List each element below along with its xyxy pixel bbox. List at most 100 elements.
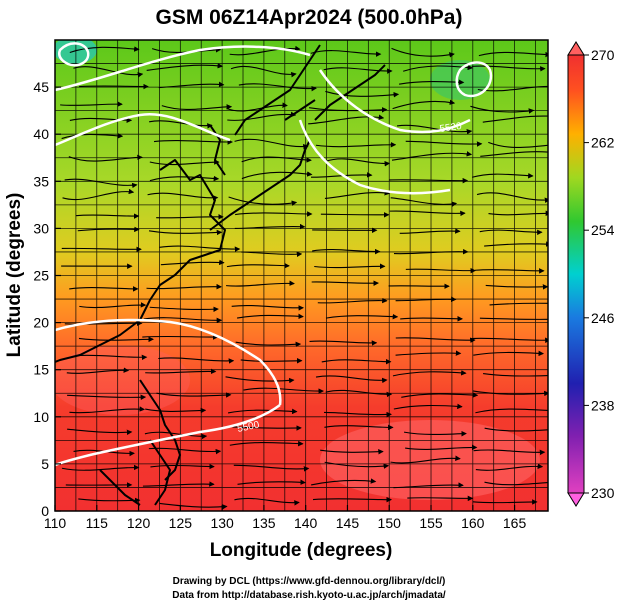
streamline bbox=[309, 107, 388, 113]
streamline bbox=[226, 280, 295, 287]
colorbar-ticks: 270 262 254 246 238 230 bbox=[584, 47, 615, 501]
streamline bbox=[226, 102, 288, 112]
streamline bbox=[311, 280, 379, 286]
streamline bbox=[311, 478, 377, 486]
streamline bbox=[321, 358, 392, 365]
streamline bbox=[482, 115, 548, 123]
streamline bbox=[230, 65, 297, 78]
streamline bbox=[480, 151, 548, 157]
streamline bbox=[146, 283, 222, 290]
streamline bbox=[78, 336, 154, 343]
streamline bbox=[61, 246, 142, 253]
streamline bbox=[325, 158, 391, 167]
streamline bbox=[476, 192, 548, 203]
streamline bbox=[389, 177, 469, 184]
streamline bbox=[401, 392, 479, 398]
streamline bbox=[471, 65, 546, 72]
streamline bbox=[325, 90, 400, 98]
streamline bbox=[393, 248, 469, 255]
streamline bbox=[148, 229, 223, 236]
streamline bbox=[484, 481, 548, 486]
streamline bbox=[156, 392, 232, 398]
colorbar-tick-label: 238 bbox=[591, 397, 615, 413]
streamline bbox=[240, 251, 303, 258]
streamline bbox=[243, 387, 325, 394]
x-tick-label: 135 bbox=[252, 515, 276, 531]
colorbar-tick-label: 270 bbox=[591, 47, 615, 63]
streamline bbox=[68, 154, 143, 162]
streamline bbox=[158, 81, 225, 89]
y-tick-label: 45 bbox=[33, 79, 49, 95]
x-tick-label: 165 bbox=[503, 515, 527, 531]
credit-drawing: Drawing by DCL (https://www.gfd-dennou.o… bbox=[173, 576, 446, 587]
streamline bbox=[314, 263, 386, 270]
streamline bbox=[400, 316, 463, 322]
streamline bbox=[149, 175, 220, 182]
streamline bbox=[403, 430, 467, 437]
streamline bbox=[233, 464, 310, 472]
streamline bbox=[62, 188, 135, 201]
streamline bbox=[473, 449, 546, 456]
streamline bbox=[391, 151, 473, 161]
colorbar-tick-label: 230 bbox=[591, 485, 615, 501]
streamline bbox=[320, 449, 384, 455]
streamline bbox=[227, 111, 297, 121]
streamline bbox=[390, 455, 461, 464]
streamline bbox=[485, 284, 548, 290]
streamline bbox=[77, 226, 140, 233]
streamline bbox=[390, 197, 458, 207]
streamline bbox=[142, 334, 219, 340]
streamline bbox=[60, 101, 123, 107]
colorbar-tick-label: 254 bbox=[591, 222, 615, 238]
streamline bbox=[78, 497, 141, 504]
streamline bbox=[73, 66, 144, 78]
streamline bbox=[75, 213, 140, 219]
streamline bbox=[475, 408, 548, 414]
streamline bbox=[399, 228, 461, 234]
streamline bbox=[471, 172, 534, 179]
streamline bbox=[479, 229, 543, 236]
streamline bbox=[160, 259, 225, 266]
streamline bbox=[325, 313, 399, 320]
streamline bbox=[234, 138, 309, 150]
streamline bbox=[64, 178, 138, 189]
streamline bbox=[405, 140, 483, 147]
streamline bbox=[75, 354, 148, 361]
streamline bbox=[144, 431, 208, 440]
streamline bbox=[389, 210, 466, 217]
streamline bbox=[395, 337, 476, 344]
streamline bbox=[69, 117, 133, 124]
streamline bbox=[229, 45, 301, 56]
grid-lines bbox=[55, 40, 548, 511]
colorbar: 270 262 254 246 238 230 bbox=[567, 41, 615, 507]
chart-title: GSM 06Z14Apr2024 (500.0hPa) bbox=[156, 6, 463, 29]
streamline bbox=[395, 350, 462, 356]
streamline bbox=[61, 464, 140, 471]
x-tick-label: 155 bbox=[419, 515, 443, 531]
streamline bbox=[392, 99, 456, 110]
streamline bbox=[158, 357, 235, 364]
streamline bbox=[237, 479, 306, 486]
streamline bbox=[238, 83, 317, 92]
streamline bbox=[324, 411, 392, 418]
streamline bbox=[396, 124, 473, 135]
streamline bbox=[324, 461, 390, 469]
streamline bbox=[478, 51, 548, 58]
streamline bbox=[79, 83, 149, 90]
streamline bbox=[472, 499, 538, 505]
credit-data: Data from http://database.rish.kyoto-u.a… bbox=[172, 590, 446, 601]
y-tick-label: 0 bbox=[41, 503, 49, 519]
colorbar-tick-label: 262 bbox=[591, 135, 615, 151]
streamline bbox=[225, 376, 295, 384]
streamline bbox=[479, 317, 548, 320]
contour-label-5520: 5520 bbox=[439, 121, 463, 135]
streamline bbox=[79, 302, 147, 309]
streamline bbox=[310, 50, 382, 57]
x-tick-label: 110 bbox=[44, 515, 67, 531]
streamline bbox=[407, 495, 474, 502]
colorbar-tick-label: 246 bbox=[591, 310, 615, 326]
streamline bbox=[64, 320, 143, 326]
streamline bbox=[312, 496, 393, 503]
streamline bbox=[405, 444, 478, 451]
